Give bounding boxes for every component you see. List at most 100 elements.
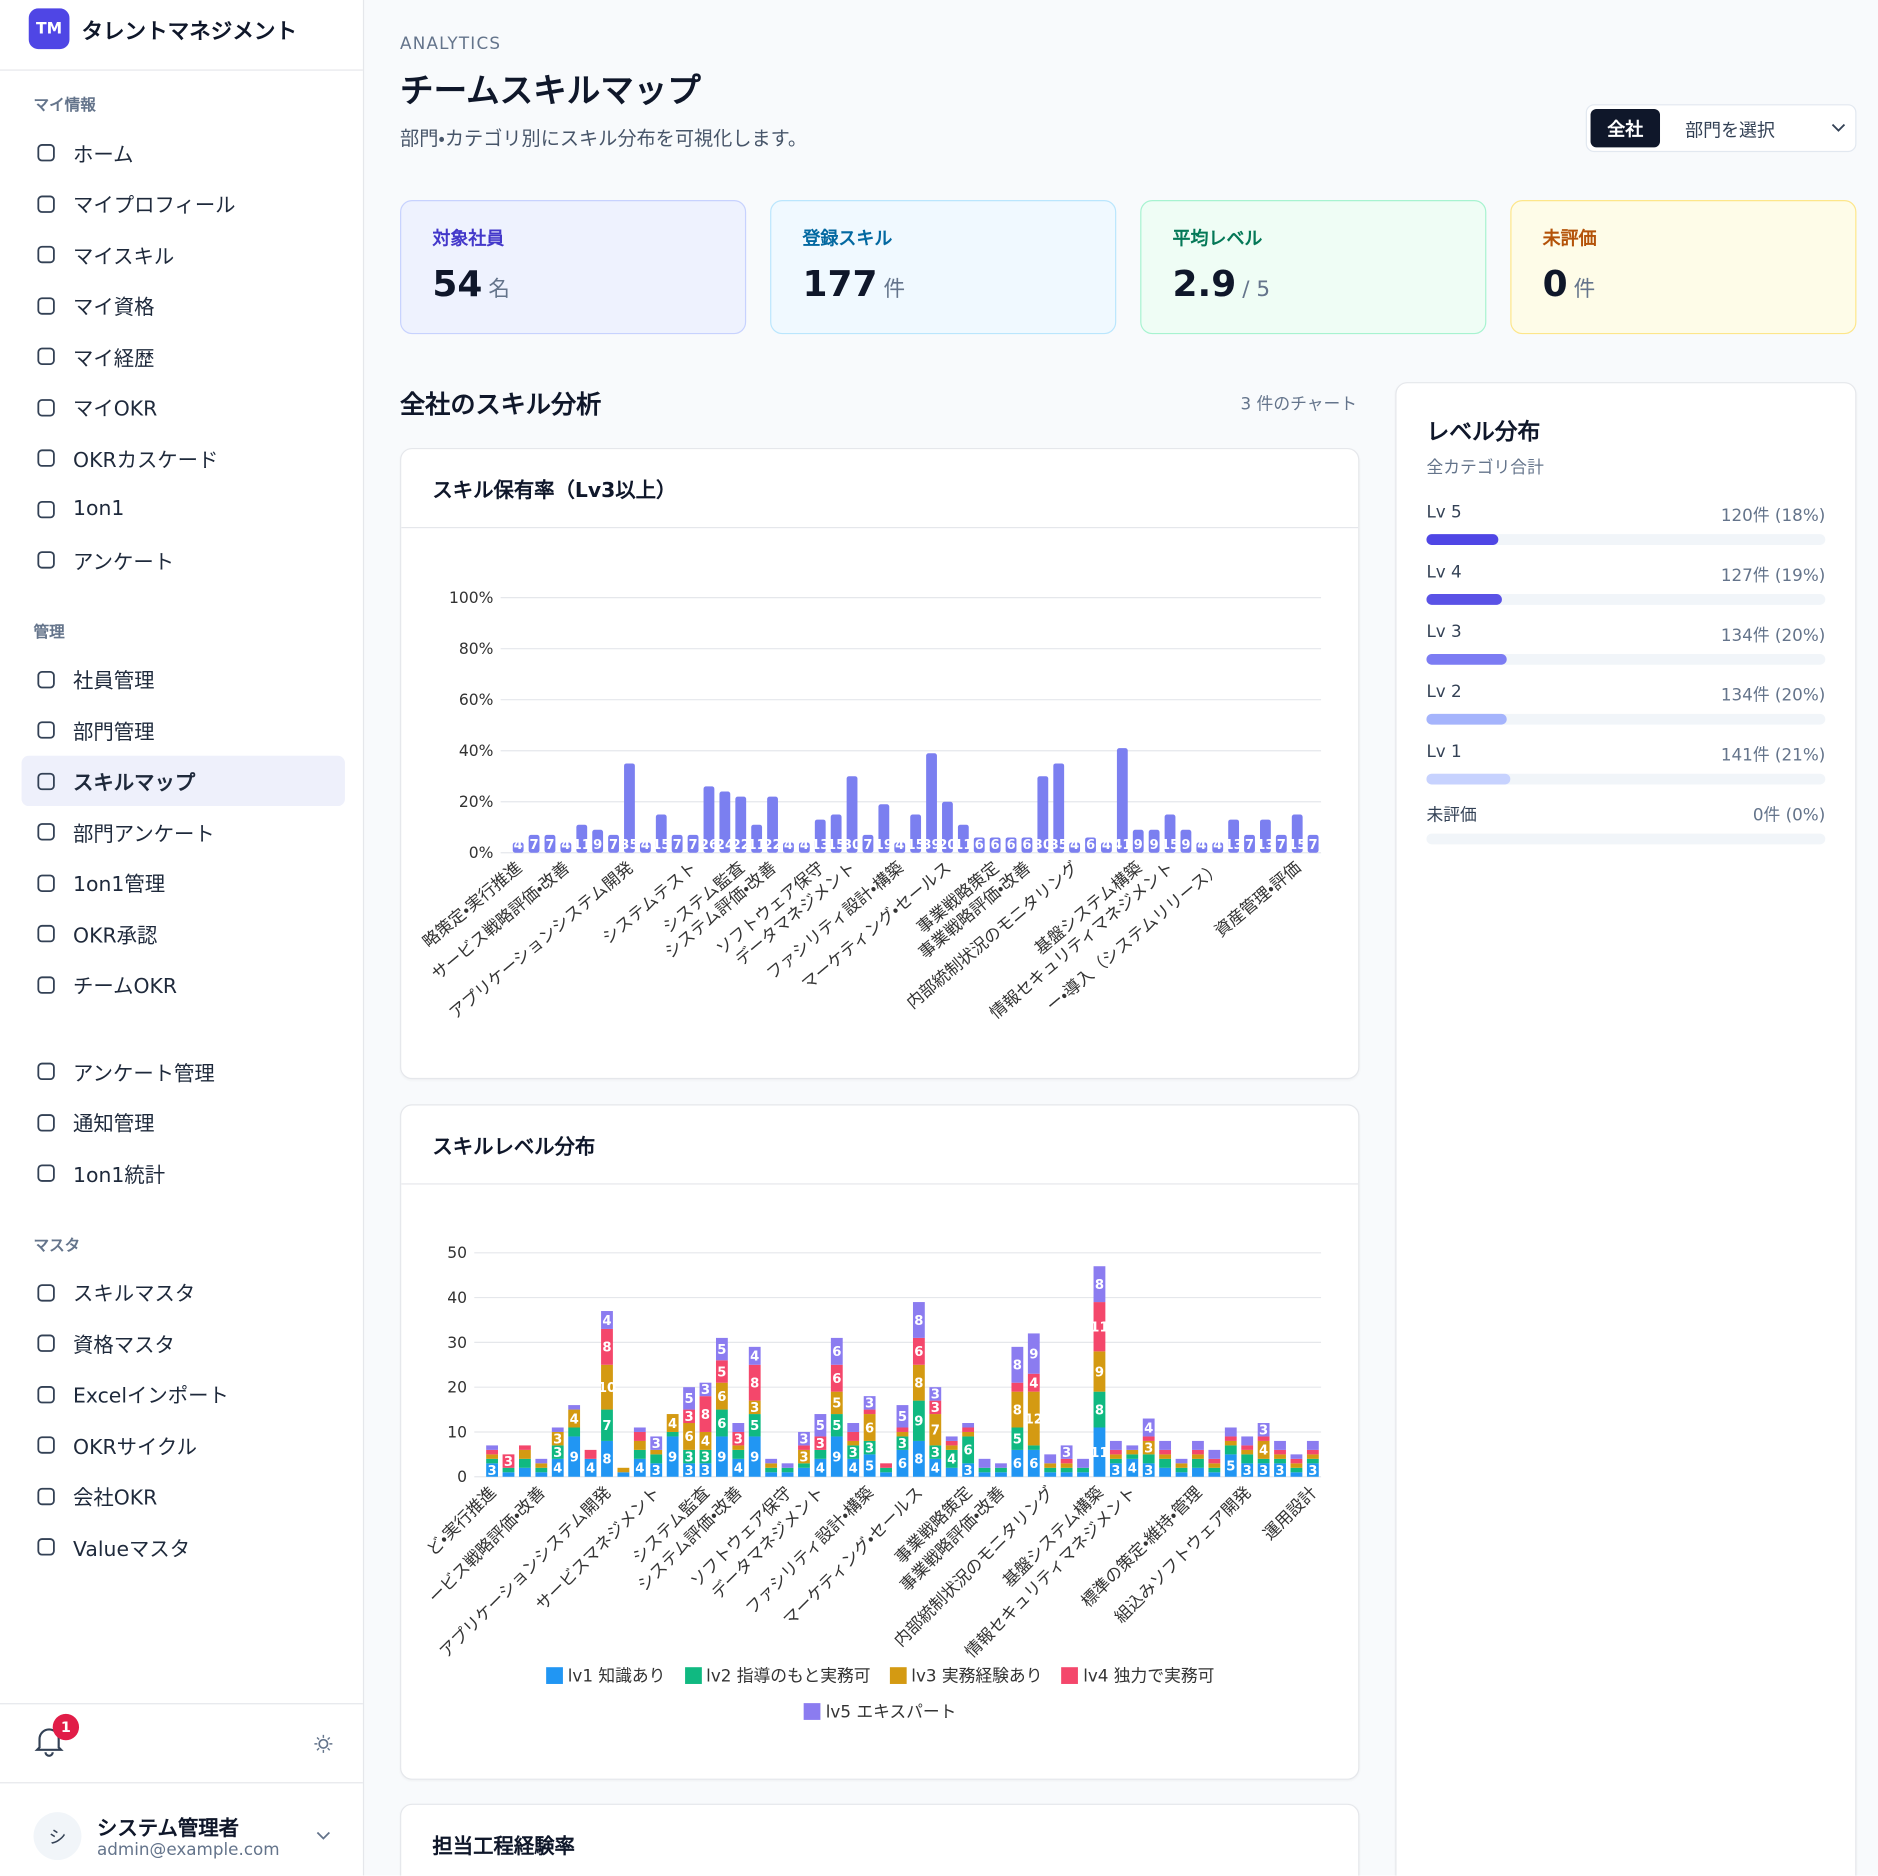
legend-label: lv1 知識あり	[567, 1667, 666, 1687]
data-label: 11	[1090, 1320, 1108, 1335]
nav-item[interactable]: アンケート	[0, 534, 363, 585]
data-label: 3	[734, 1432, 743, 1447]
bar-segment	[995, 1467, 1007, 1473]
data-label: 5	[684, 1392, 693, 1407]
bar	[767, 796, 778, 853]
bar-segment	[1241, 1436, 1254, 1446]
bar-segment	[715, 1337, 728, 1361]
level-count: 120件 (18%)	[1720, 506, 1826, 526]
bar-segment	[814, 1458, 827, 1477]
bar	[1164, 814, 1176, 853]
nav-item[interactable]: 社員管理	[0, 653, 363, 704]
scope-button[interactable]: 全社	[1590, 108, 1661, 148]
icon-shape	[37, 551, 55, 569]
icon-shape	[37, 670, 55, 688]
y-tick-label: 40%	[459, 742, 494, 760]
nav-item[interactable]: 通知管理	[0, 1096, 363, 1147]
section-title: 全社のスキル分析	[400, 390, 602, 420]
nav-icon	[37, 772, 55, 790]
bar-segment	[1142, 1440, 1155, 1455]
nav-item[interactable]: 部門管理	[0, 704, 363, 755]
data-label: 12	[1025, 1412, 1043, 1427]
nav-item[interactable]: Excelインポート	[0, 1368, 363, 1419]
stat-unit: 名	[488, 276, 510, 302]
bar-segment	[1241, 1449, 1254, 1455]
data-label: 4	[1029, 1376, 1038, 1391]
bar-segment	[650, 1463, 663, 1477]
bar-segment	[1274, 1458, 1286, 1464]
bar-segment	[715, 1360, 728, 1383]
bar-segment	[633, 1427, 646, 1432]
data-label: 5	[1226, 1459, 1235, 1474]
data-label: 4	[750, 1350, 759, 1365]
data-label: 9	[570, 1450, 579, 1465]
bar-segment	[962, 1423, 975, 1428]
theme-icon[interactable]	[314, 1734, 333, 1753]
nav-item[interactable]: 会社OKR	[0, 1470, 363, 1521]
nav-item[interactable]: マイ資格	[0, 280, 363, 331]
data-label: 6	[717, 1390, 726, 1405]
chart-count: 3 件のチャート	[1240, 395, 1357, 415]
nav-item[interactable]: マイOKR	[0, 381, 363, 432]
nav-item[interactable]: 資格マスタ	[0, 1317, 363, 1368]
bar-segment	[1142, 1436, 1155, 1441]
nav-item[interactable]: マイ経歴	[0, 331, 363, 382]
nav-item[interactable]: OKR承認	[0, 908, 363, 959]
icon-shape	[37, 347, 55, 365]
nav-item[interactable]: スキルマスタ	[0, 1267, 363, 1318]
nav-item[interactable]: 1on1管理	[0, 857, 363, 908]
data-label: 3	[701, 1383, 710, 1398]
data-label: 6	[1006, 838, 1015, 853]
nav-item[interactable]: マイプロフィール	[0, 178, 363, 229]
icon-shape	[37, 1385, 55, 1403]
bar-segment	[1192, 1467, 1204, 1477]
bar-segment	[945, 1467, 958, 1477]
level-bar	[1426, 713, 1507, 725]
nav-item[interactable]: OKRサイクル	[0, 1419, 363, 1470]
bar-segment	[650, 1436, 663, 1450]
nav-item[interactable]: OKRカスケード	[0, 432, 363, 483]
bar-segment	[1208, 1472, 1221, 1477]
nav-item[interactable]: チームOKR	[0, 959, 363, 1010]
bar-segment	[683, 1463, 695, 1477]
level-count: 141件 (21%)	[1720, 746, 1826, 766]
level-label: 未評価	[1426, 806, 1477, 826]
avatar[interactable]: シ	[33, 1812, 82, 1861]
stat-unit: 件	[883, 276, 906, 302]
bar	[1196, 842, 1208, 853]
data-label: 3	[1308, 1464, 1317, 1479]
nav-item[interactable]: アンケート管理	[0, 1046, 363, 1097]
bar-segment	[1306, 1463, 1319, 1477]
bar-segment	[699, 1396, 712, 1432]
nav-item[interactable]: 1on1統計	[0, 1147, 363, 1198]
data-label: 9	[1150, 838, 1159, 853]
nav-item[interactable]: ホーム	[0, 127, 363, 178]
data-label: 4	[1197, 838, 1206, 853]
bar-segment	[1175, 1472, 1188, 1477]
icon-shape	[37, 1113, 55, 1131]
bar-segment	[1142, 1418, 1155, 1437]
dept-select[interactable]: 部門を選択	[1685, 119, 1776, 142]
nav-item[interactable]: マイスキル	[0, 229, 363, 280]
data-label: 7	[931, 1424, 940, 1439]
bar-segment	[1077, 1472, 1089, 1477]
bar-segment	[1208, 1463, 1221, 1468]
nav-item[interactable]: 1on1	[0, 483, 363, 534]
nav-item[interactable]: 部門アンケート	[0, 806, 363, 857]
level-bar	[1426, 653, 1507, 665]
data-label: 7	[609, 838, 618, 853]
nav-item[interactable]: スキルマップ	[21, 755, 345, 807]
y-tick-label: 80%	[459, 640, 494, 658]
y-tick-label: 20%	[459, 793, 494, 811]
chevron	[1831, 123, 1846, 132]
bar-segment	[617, 1472, 630, 1477]
bar	[576, 824, 588, 853]
nav-group-title: 管理	[33, 623, 65, 642]
data-label: 15	[1161, 838, 1179, 853]
bar-segment	[601, 1311, 613, 1329]
stat-value: 2.9	[1172, 263, 1237, 306]
nav-item[interactable]: Valueマスタ	[0, 1521, 363, 1572]
bar-segment	[650, 1454, 663, 1464]
chevron[interactable]	[316, 1830, 331, 1842]
data-label: 3	[488, 1464, 497, 1479]
